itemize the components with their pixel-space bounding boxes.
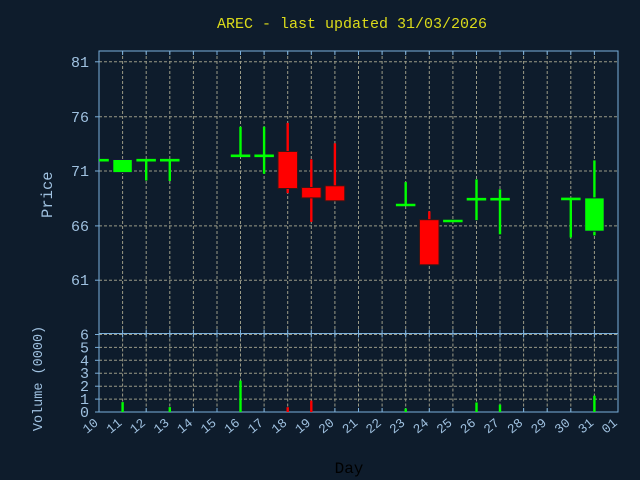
svg-text:76: 76 <box>71 110 89 127</box>
svg-text:66: 66 <box>71 219 89 236</box>
svg-text:81: 81 <box>71 55 89 72</box>
svg-text:61: 61 <box>71 273 89 290</box>
svg-text:AREC - last updated 31/03/2026: AREC - last updated 31/03/2026 <box>217 16 487 33</box>
svg-text:Day: Day <box>335 460 364 478</box>
svg-text:Volume (0000): Volume (0000) <box>32 326 47 431</box>
svg-text:Price: Price <box>39 171 57 218</box>
svg-text:71: 71 <box>71 164 89 181</box>
